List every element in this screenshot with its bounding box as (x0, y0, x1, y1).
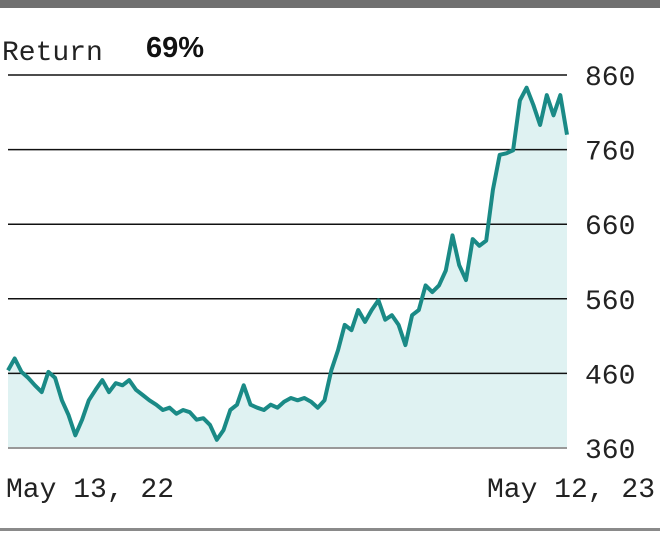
top-bar (0, 0, 660, 8)
chart-title: Return (2, 38, 103, 69)
x-tick-label: May 12, 23 (487, 475, 655, 506)
bottom-rule (0, 528, 660, 531)
y-tick-label: 660 (585, 212, 635, 243)
y-tick-label: 860 (585, 63, 635, 94)
annotation: 69% (146, 32, 204, 64)
y-tick-label: 360 (585, 436, 635, 467)
area (8, 87, 567, 448)
y-tick-label: 560 (585, 287, 635, 318)
line (6, 85, 569, 442)
y-tick-label: 760 (585, 138, 635, 169)
x-tick-label: May 13, 22 (6, 475, 174, 506)
y-tick-label: 460 (585, 361, 635, 392)
